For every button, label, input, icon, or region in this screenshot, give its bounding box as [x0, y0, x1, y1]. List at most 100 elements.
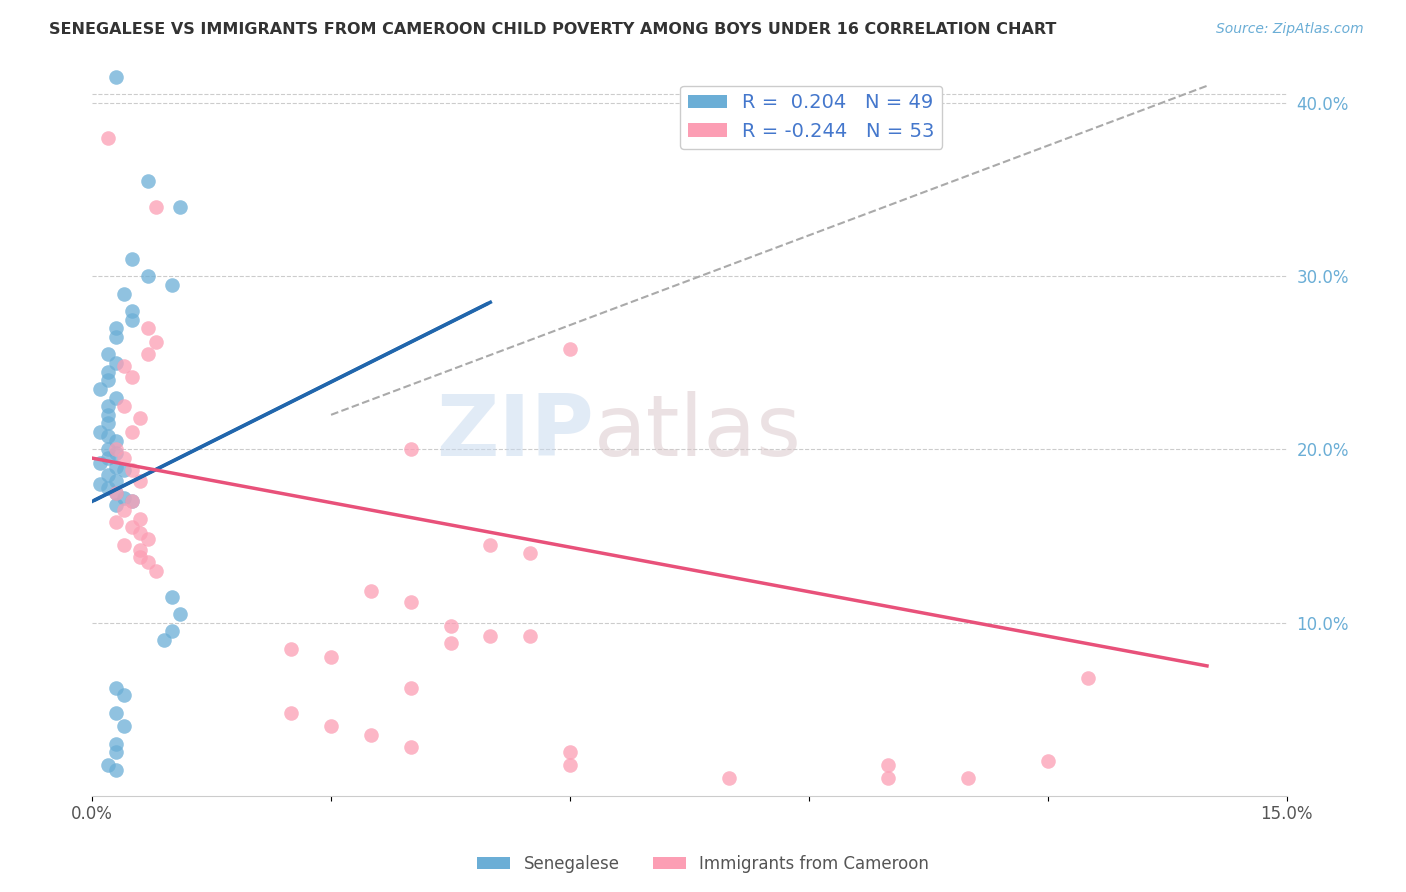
Text: atlas: atlas [593, 391, 801, 474]
Point [89, 425, 111, 439]
Point [105, 746, 128, 760]
Point [105, 498, 128, 512]
Point [97, 451, 120, 466]
Point [1076, 671, 1098, 685]
Point [97, 347, 120, 361]
Point [89, 382, 111, 396]
Point [112, 719, 135, 733]
Legend: R =  0.204   N = 49, R = -0.244   N = 53: R = 0.204 N = 49, R = -0.244 N = 53 [681, 86, 942, 149]
Point [479, 630, 502, 644]
Point [121, 494, 143, 508]
Point [558, 757, 581, 772]
Point [89, 477, 111, 491]
Point [558, 342, 581, 356]
Point [280, 641, 302, 656]
Point [97, 468, 120, 483]
Point [97, 399, 120, 413]
Point [112, 286, 135, 301]
Point [105, 706, 128, 720]
Point [399, 740, 422, 755]
Text: Source: ZipAtlas.com: Source: ZipAtlas.com [1216, 22, 1364, 37]
Point [136, 347, 159, 361]
Point [105, 485, 128, 500]
Point [145, 564, 167, 578]
Point [97, 373, 120, 387]
Point [129, 512, 152, 526]
Point [105, 434, 128, 448]
Legend: Senegalese, Immigrants from Cameroon: Senegalese, Immigrants from Cameroon [470, 848, 936, 880]
Point [145, 335, 167, 350]
Point [718, 772, 741, 786]
Point [399, 681, 422, 696]
Point [129, 549, 152, 564]
Point [129, 474, 152, 488]
Point [153, 632, 176, 647]
Point [121, 304, 143, 318]
Point [145, 200, 167, 214]
Text: ZIP: ZIP [436, 391, 593, 474]
Point [105, 763, 128, 777]
Point [136, 555, 159, 569]
Point [877, 772, 900, 786]
Point [439, 619, 461, 633]
Point [105, 459, 128, 474]
Point [97, 365, 120, 379]
Point [112, 491, 135, 505]
Point [519, 630, 541, 644]
Point [121, 463, 143, 477]
Point [105, 515, 128, 529]
Point [97, 481, 120, 495]
Point [129, 411, 152, 425]
Point [957, 772, 980, 786]
Point [105, 737, 128, 751]
Point [105, 391, 128, 405]
Point [105, 356, 128, 370]
Point [319, 719, 342, 733]
Point [97, 428, 120, 442]
Point [121, 252, 143, 266]
Point [1036, 754, 1059, 768]
Point [105, 330, 128, 344]
Point [519, 546, 541, 560]
Point [105, 70, 128, 85]
Point [105, 321, 128, 335]
Point [112, 463, 135, 477]
Point [479, 538, 502, 552]
Point [160, 590, 183, 604]
Point [97, 417, 120, 431]
Point [160, 277, 183, 292]
Point [121, 312, 143, 326]
Point [89, 456, 111, 470]
Point [877, 757, 900, 772]
Point [105, 446, 128, 460]
Point [129, 525, 152, 540]
Point [112, 503, 135, 517]
Point [112, 399, 135, 413]
Point [136, 269, 159, 284]
Point [319, 650, 342, 665]
Point [97, 757, 120, 772]
Point [112, 451, 135, 466]
Point [169, 607, 191, 621]
Point [399, 442, 422, 457]
Point [169, 200, 191, 214]
Point [558, 746, 581, 760]
Point [97, 442, 120, 457]
Point [97, 130, 120, 145]
Text: SENEGALESE VS IMMIGRANTS FROM CAMEROON CHILD POVERTY AMONG BOYS UNDER 16 CORRELA: SENEGALESE VS IMMIGRANTS FROM CAMEROON C… [49, 22, 1056, 37]
Point [121, 369, 143, 384]
Point [129, 542, 152, 557]
Point [136, 174, 159, 188]
Point [97, 408, 120, 422]
Point [399, 595, 422, 609]
Point [112, 538, 135, 552]
Point [280, 706, 302, 720]
Point [360, 728, 382, 742]
Point [105, 474, 128, 488]
Point [105, 485, 128, 500]
Point [121, 425, 143, 439]
Point [105, 681, 128, 696]
Point [160, 624, 183, 639]
Point [136, 533, 159, 547]
Point [121, 494, 143, 508]
